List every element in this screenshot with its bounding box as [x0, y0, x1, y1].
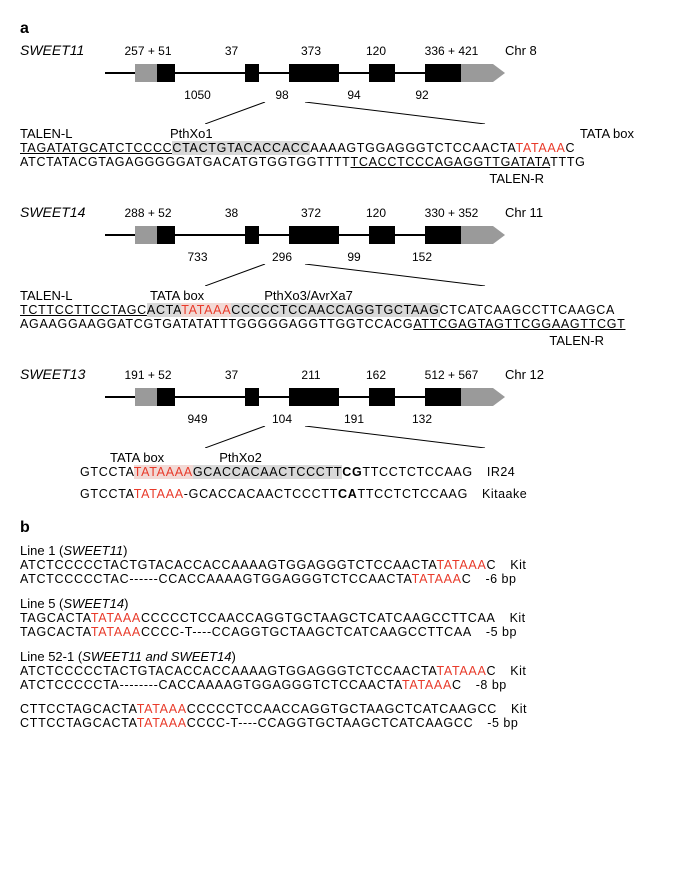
- panel-b-group: Line 5 (SWEET14)TAGCACTATATAAACCCCCTCCAA…: [20, 596, 664, 639]
- aln-row: ATCTCCCCCTAC------CCACCAAAAGTGGAGGGTCTCC…: [20, 572, 471, 586]
- seq-row: GTCCTATATAAA-GCACCACAACTCCCTTCATTCCTCTCC…: [80, 487, 468, 501]
- aln-suffix: -5 bp: [487, 716, 518, 730]
- tata-label: TATA box: [150, 288, 204, 303]
- tata-label: TATA box: [580, 126, 634, 141]
- aln-row: ATCTCCCCCTACTGTACACCACCAAAAGTGGAGGGTCTCC…: [20, 558, 496, 572]
- zoom-lines: [205, 102, 625, 124]
- gene-diagram-svg: [105, 382, 585, 412]
- seq-bot: AGAAGGAAGGATCGTGATATATTTGGGGGAGGTTGGTCCA…: [20, 317, 664, 331]
- gene-name: SWEET14: [20, 204, 105, 220]
- aln-suffix: Kit: [510, 664, 526, 678]
- gene-name: SWEET13: [20, 366, 105, 382]
- aln-suffix: Kit: [511, 702, 527, 716]
- aln-suffix: Kit: [510, 558, 526, 572]
- talen-l-label: TALEN-L: [20, 126, 90, 141]
- aln-suffix: -8 bp: [476, 678, 507, 692]
- seq-suffix: IR24: [487, 465, 515, 479]
- gene-sweet13: SWEET13 191 + 5237211162512 + 567 Chr 12…: [20, 366, 664, 501]
- tata-label: TATA box: [110, 450, 164, 465]
- group-title: Line 1 (SWEET11): [20, 543, 664, 558]
- aln-suffix: -5 bp: [486, 625, 517, 639]
- gene-container: SWEET11 257 + 5137373120336 + 421 Chr 8 …: [20, 42, 664, 501]
- panel-b-container: Line 1 (SWEET11)ATCTCCCCCTACTGTACACCACCA…: [20, 543, 664, 730]
- panel-b-group: Line 1 (SWEET11)ATCTCCCCCTACTGTACACCACCA…: [20, 543, 664, 586]
- aln-row: TAGCACTATATAAACCCC-T----CCAGGTGCTAAGCTCA…: [20, 625, 472, 639]
- ebe-label: PthXo3/AvrXa7: [264, 288, 353, 303]
- gene-name: SWEET11: [20, 42, 105, 58]
- ebe-label: PthXo2: [219, 450, 262, 465]
- group-title: Line 5 (SWEET14): [20, 596, 664, 611]
- panel-b: b Line 1 (SWEET11)ATCTCCCCCTACTGTACACCAC…: [20, 519, 664, 730]
- aln-suffix: Kit: [510, 611, 526, 625]
- seq-bot: ATCTATACGTAGAGGGGGATGACATGTGGTGGTTTTTCAC…: [20, 155, 664, 169]
- chr-label: Chr 8: [505, 43, 537, 58]
- zoom-lines: [205, 426, 625, 448]
- panel-b-label: b: [20, 519, 664, 537]
- zoom-lines: [205, 264, 625, 286]
- panel-a-label: a: [20, 20, 664, 38]
- seq-top: TCTTCCTTCCTAGCACTATATAAACCCCCTCCAACCAGGT…: [20, 303, 664, 317]
- talen-r-label: TALEN-R: [20, 333, 604, 348]
- group-title: Line 52-1 (SWEET11 and SWEET14): [20, 649, 664, 664]
- chr-label: Chr 12: [505, 367, 544, 382]
- seq-top: TAGATATGCATCTCCCCCTACTGTACACCACCAAAAGTGG…: [20, 141, 664, 155]
- seq-row: GTCCTATATAAAAGCACCACAACTCCCTTCGTTCCTCTCC…: [80, 465, 473, 479]
- panel-a: a SWEET11 257 + 5137373120336 + 421 Chr …: [20, 20, 664, 501]
- aln-row: ATCTCCCCCTACTGTACACCACCAAAAGTGGAGGGTCTCC…: [20, 664, 496, 678]
- seq-suffix: Kitaake: [482, 487, 527, 501]
- talen-r-label: TALEN-R: [20, 171, 544, 186]
- gene-diagram-svg: [105, 58, 585, 88]
- aln-row: CTTCCTAGCACTATATAAACCCCCTCCAACCAGGTGCTAA…: [20, 702, 497, 716]
- aln-row: ATCTCCCCCTA--------CACCAAAAGTGGAGGGTCTCC…: [20, 678, 462, 692]
- ebe-label: PthXo1: [170, 126, 213, 141]
- gene-sweet14: SWEET14 288 + 5238372120330 + 352 Chr 11…: [20, 204, 664, 348]
- gene-diagram-svg: [105, 220, 585, 250]
- aln-row: CTTCCTAGCACTATATAAACCCC-T----CCAGGTGCTAA…: [20, 716, 473, 730]
- chr-label: Chr 11: [505, 205, 543, 220]
- gene-sweet11: SWEET11 257 + 5137373120336 + 421 Chr 8 …: [20, 42, 664, 186]
- panel-b-group: Line 52-1 (SWEET11 and SWEET14)ATCTCCCCC…: [20, 649, 664, 730]
- aln-row: TAGCACTATATAAACCCCCTCCAACCAGGTGCTAAGCTCA…: [20, 611, 496, 625]
- aln-suffix: -6 bp: [485, 572, 516, 586]
- talen-l-label: TALEN-L: [20, 288, 90, 303]
